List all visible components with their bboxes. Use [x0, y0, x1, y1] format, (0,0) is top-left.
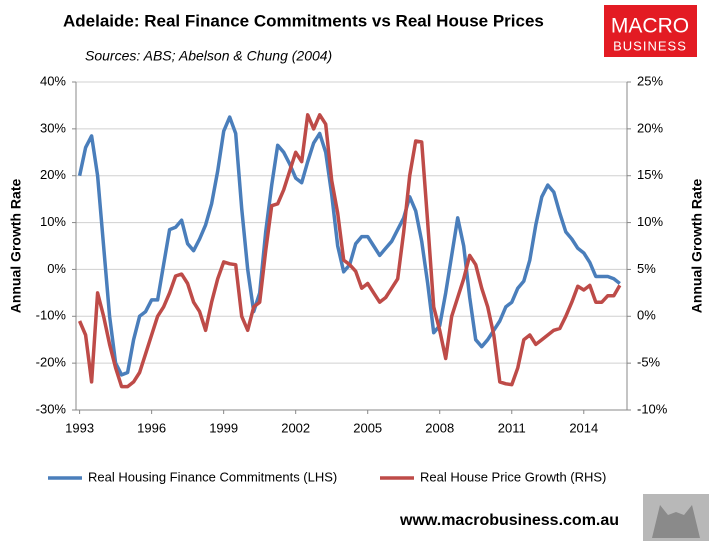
y2-tick-label: 0% — [637, 308, 656, 323]
y-tick-label: 40% — [40, 73, 66, 88]
logo-text: MACRO — [611, 15, 689, 38]
x-tick-label: 2008 — [425, 420, 454, 435]
x-tick-label: 1993 — [65, 420, 94, 435]
y2-tick-label: 10% — [637, 214, 663, 229]
y2-tick-label: 20% — [637, 120, 663, 135]
logo-text: BUSINESS — [613, 38, 687, 53]
x-tick-label: 2014 — [569, 420, 598, 435]
y2-axis-title: Annual Growth Rate — [689, 179, 705, 314]
legend-label: Real House Price Growth (RHS) — [420, 469, 606, 484]
y-tick-label: -30% — [36, 401, 67, 416]
x-tick-label: 1996 — [137, 420, 166, 435]
y-tick-label: -10% — [36, 308, 67, 323]
wolf-image — [652, 505, 700, 538]
x-tick-label: 2002 — [281, 420, 310, 435]
data-line — [77, 113, 622, 389]
y2-tick-label: -5% — [637, 355, 661, 370]
y2-tick-label: 15% — [637, 167, 663, 182]
footer-url: www.macrobusiness.com.au — [399, 512, 619, 529]
y-tick-label: 20% — [40, 167, 66, 182]
y-tick-label: -20% — [36, 355, 67, 370]
y-tick-label: 30% — [40, 120, 66, 135]
x-tick-label: 2005 — [353, 420, 382, 435]
x-tick-label: 2011 — [498, 420, 526, 435]
y2-tick-label: 25% — [637, 73, 663, 88]
chart-subtitle: Sources: ABS; Abelson & Chung (2004) — [85, 48, 332, 64]
logo-box — [604, 5, 697, 57]
y2-tick-label: -10% — [637, 401, 668, 416]
data-line — [77, 115, 621, 377]
chart-title: Adelaide: Real Finance Commitments vs Re… — [63, 11, 544, 30]
legend-label: Real Housing Finance Commitments (LHS) — [88, 469, 337, 484]
x-tick-label: 1999 — [209, 420, 238, 435]
y-tick-label: 0% — [47, 261, 66, 276]
y2-tick-label: 5% — [637, 261, 656, 276]
y-axis-title: Annual Growth Rate — [8, 179, 24, 314]
y-tick-label: 10% — [40, 214, 66, 229]
